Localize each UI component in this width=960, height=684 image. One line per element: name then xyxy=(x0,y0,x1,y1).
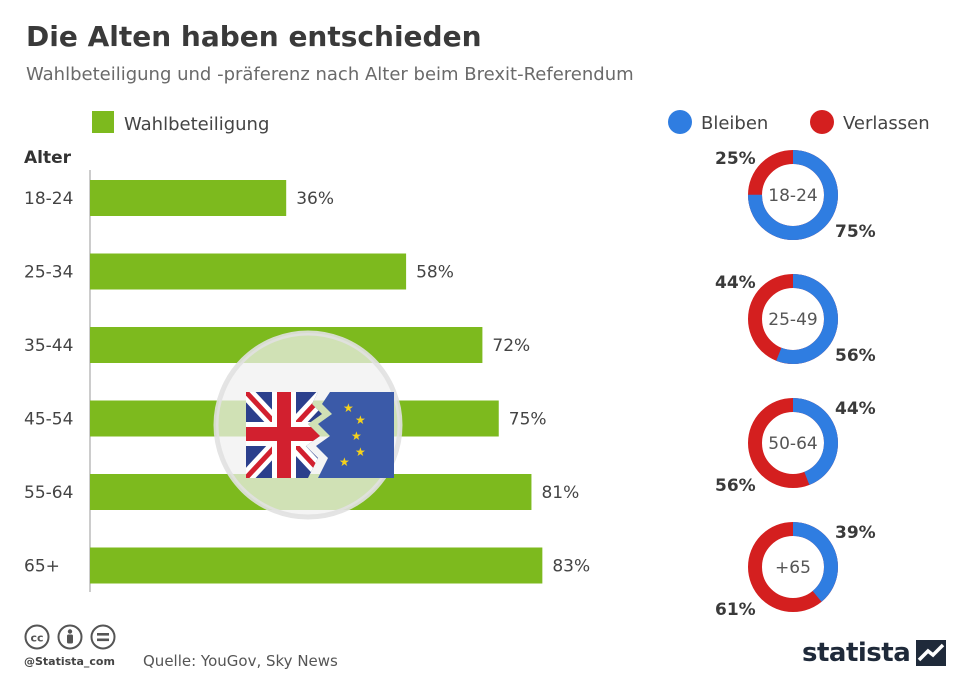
value-label-35-44: 72% xyxy=(492,336,530,356)
statista-logo-text: statista xyxy=(802,638,911,668)
svg-text:★: ★ xyxy=(355,413,366,427)
value-label-65+: 83% xyxy=(552,557,590,577)
statista-handle: @Statista_com xyxy=(24,655,115,668)
category-label-25-34: 25-34 xyxy=(24,263,73,283)
legend-label-leave: Verlassen xyxy=(843,113,930,134)
legend-label-remain: Bleiben xyxy=(701,113,768,134)
svg-text:★: ★ xyxy=(351,429,362,443)
chart-title: Die Alten haben entschieden xyxy=(26,20,482,53)
category-label-18-24: 18-24 xyxy=(24,189,73,209)
legend-swatch-remain xyxy=(668,110,692,134)
legend-swatch-leave xyxy=(810,110,834,134)
donut-18-24: 18-24 25% 75% xyxy=(715,149,876,242)
legend-label-turnout: Wahlbeteiligung xyxy=(124,114,269,135)
donut-+65: +65 61% 39% xyxy=(715,522,876,620)
donut-center-label-18-24: 18-24 xyxy=(768,186,817,206)
donut-remain-label-25-49: 56% xyxy=(835,346,876,366)
brexit-flag-icon: ★ ★ ★ ★ ★ xyxy=(213,330,403,520)
category-label-35-44: 35-44 xyxy=(24,336,73,356)
category-label-65+: 65+ xyxy=(24,557,60,577)
category-label-45-54: 45-54 xyxy=(24,410,73,430)
donut-remain-label-+65: 39% xyxy=(835,523,876,543)
value-label-45-54: 75% xyxy=(509,410,547,430)
donut-leave-label-18-24: 25% xyxy=(715,149,756,169)
license-icons: cc xyxy=(24,624,124,657)
category-label-55-64: 55-64 xyxy=(24,483,73,503)
bar-25-34 xyxy=(90,253,407,290)
legend-swatch-turnout xyxy=(92,111,114,133)
donut-leave-label-+65: 61% xyxy=(715,600,756,620)
chart-subtitle: Wahlbeteiligung und -präferenz nach Alte… xyxy=(26,64,634,85)
attribution-icon xyxy=(57,624,83,650)
statista-logo-icon xyxy=(916,640,947,666)
bar-18-24 xyxy=(90,180,287,216)
donut-remain-label-18-24: 75% xyxy=(835,222,876,242)
donut-slice-remain-+65 xyxy=(748,522,838,612)
svg-text:★: ★ xyxy=(355,445,366,459)
donut-slice-remain-25-49 xyxy=(748,274,838,364)
donut-25-49: 25-49 44% 56% xyxy=(715,273,876,366)
no-derivatives-icon xyxy=(90,624,116,650)
donut-slice-remain-18-24 xyxy=(748,150,838,240)
value-label-25-34: 58% xyxy=(416,263,454,283)
donut-leave-label-50-64: 56% xyxy=(715,476,756,496)
donut-group: 18-24 25% 75% 25-49 44% 56% 50-64 56% 44% +65 61% 3… xyxy=(715,149,876,620)
axis-title-alter: Alter xyxy=(24,148,72,168)
donut-center-label-50-64: 50-64 xyxy=(768,434,817,454)
bar-65+ xyxy=(90,547,543,584)
cc-license-icon: cc xyxy=(24,624,50,650)
value-label-55-64: 81% xyxy=(541,483,579,503)
statista-logo[interactable]: statista xyxy=(802,638,947,668)
value-label-18-24: 36% xyxy=(296,189,334,209)
donut-leave-label-25-49: 44% xyxy=(715,273,756,293)
donut-50-64: 50-64 56% 44% xyxy=(715,398,876,496)
svg-text:★: ★ xyxy=(343,401,354,415)
donut-remain-label-50-64: 44% xyxy=(835,399,876,419)
svg-text:cc: cc xyxy=(30,632,43,645)
donut-center-label-25-49: 25-49 xyxy=(768,310,817,330)
source-note: Quelle: YouGov, Sky News xyxy=(143,652,338,670)
donut-slice-remain-50-64 xyxy=(748,398,838,488)
svg-text:★: ★ xyxy=(339,455,350,469)
donut-center-label-+65: +65 xyxy=(775,558,811,578)
